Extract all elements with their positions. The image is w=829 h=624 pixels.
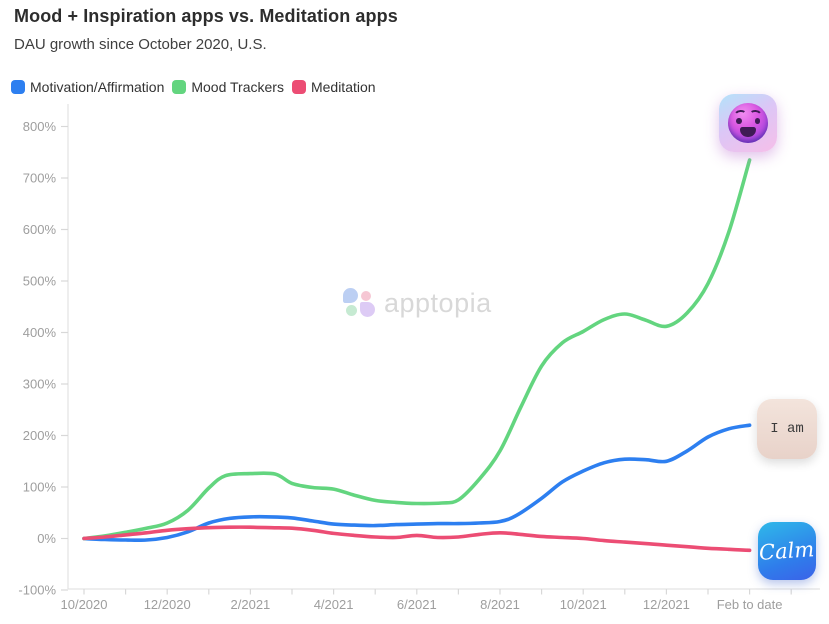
x-tick-label: 12/2020 — [144, 597, 191, 612]
y-tick-label: 800% — [23, 119, 57, 134]
i-am-app-label: I am — [770, 421, 804, 437]
x-tick-label: 12/2021 — [643, 597, 690, 612]
y-tick-label: -100% — [18, 583, 56, 598]
x-tick-label: 2/2021 — [231, 597, 271, 612]
x-tick-label: 6/2021 — [397, 597, 437, 612]
y-tick-label: 300% — [23, 377, 57, 392]
y-tick-label: 700% — [23, 171, 57, 186]
legend-item-motivation-affirmation: Motivation/Affirmation — [11, 79, 164, 95]
legend-item-meditation: Meditation — [291, 79, 376, 95]
smiley-face-icon — [728, 103, 768, 143]
x-tick-label: Feb to date — [717, 597, 783, 612]
x-tick-label: 4/2021 — [314, 597, 354, 612]
eye-icon — [754, 118, 760, 124]
page-subtitle: DAU growth since October 2020, U.S. — [14, 36, 267, 53]
legend: Motivation/Affirmation Mood Trackers Med… — [11, 79, 384, 95]
eye-icon — [736, 118, 742, 124]
logo-petal — [346, 305, 357, 316]
legend-swatch-meditation-icon — [291, 80, 306, 94]
apptopia-logo-icon — [343, 288, 376, 319]
watermark-text: apptopia — [384, 288, 492, 318]
legend-swatch-motivation-icon — [11, 80, 25, 94]
legend-label: Mood Trackers — [191, 79, 284, 95]
logo-petal — [343, 288, 358, 303]
calm-app-label: Calm — [758, 537, 816, 565]
chart-header: Mood + Inspiration apps vs. Meditation a… — [14, 6, 398, 53]
series-line-meditation — [82, 525, 752, 553]
mouth-icon — [740, 127, 756, 137]
x-tick-label: 10/2021 — [560, 597, 607, 612]
legend-swatch-mood-trackers-icon — [172, 80, 187, 94]
page-title: Mood + Inspiration apps vs. Meditation a… — [14, 6, 398, 26]
logo-petal — [360, 302, 375, 317]
y-tick-label: 0% — [37, 531, 56, 546]
y-tick-label: 500% — [23, 274, 57, 289]
x-tick-label: 8/2021 — [480, 597, 520, 612]
logo-petal — [361, 291, 371, 301]
x-tick-label: 10/2020 — [61, 597, 108, 612]
series-line-motivation-affirmation — [82, 423, 752, 543]
legend-label: Meditation — [310, 79, 376, 95]
y-tick-label: 100% — [23, 480, 57, 495]
apptopia-watermark: apptopia — [343, 288, 492, 319]
y-tick-label: 400% — [23, 325, 57, 340]
mood-tracker-app-icon — [719, 94, 777, 152]
y-tick-label: 200% — [23, 428, 57, 443]
calm-app-icon: Calm — [758, 522, 816, 580]
series-line-mood-trackers — [82, 158, 752, 541]
y-tick-label: 600% — [23, 222, 57, 237]
i-am-app-icon: I am — [757, 399, 817, 459]
legend-item-mood-trackers: Mood Trackers — [172, 79, 284, 95]
legend-label: Motivation/Affirmation — [30, 79, 165, 95]
